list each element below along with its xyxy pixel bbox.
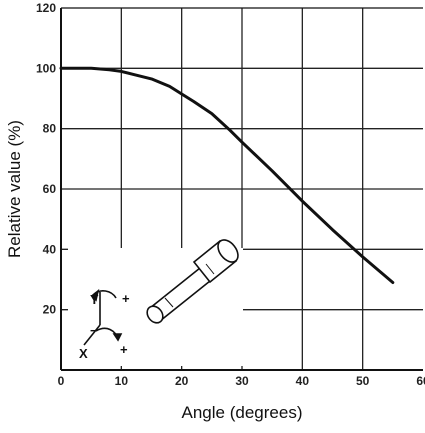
x-tick-label-20: 20 <box>175 374 189 388</box>
connector-icon <box>146 239 239 324</box>
inset-x-label: X <box>79 346 88 361</box>
x-tick-label-40: 40 <box>296 374 310 388</box>
y-tick-label-80: 80 <box>43 122 57 136</box>
series-line-0 <box>59 66 395 284</box>
y-tick-label-60: 60 <box>43 182 57 196</box>
inset-y-label: Y <box>90 292 99 307</box>
x-axis-label: Angle (degrees) <box>182 403 303 422</box>
orientation-inset: Y + − X + <box>68 239 243 366</box>
x-tick-label-0: 0 <box>58 374 65 388</box>
y-tick-label-40: 40 <box>43 242 57 256</box>
y-tick-label-120: 120 <box>36 1 56 15</box>
x-ticks: 0 10 20 30 40 50 60 <box>58 374 425 388</box>
x-tick-label-50: 50 <box>356 374 370 388</box>
y-axis-label: Relative value (%) <box>5 120 24 258</box>
inset-y-minus: − <box>90 323 98 338</box>
x-tick-label-30: 30 <box>235 374 249 388</box>
axes-sketch-icon <box>83 288 123 346</box>
inset-x-plus: + <box>120 342 128 357</box>
inset-y-plus: + <box>122 291 130 306</box>
series <box>59 66 395 284</box>
x-tick-label-60: 60 <box>416 374 425 388</box>
y-tick-label-100: 100 <box>36 61 56 75</box>
y-ticks: 20 40 60 80 100 120 <box>36 1 56 317</box>
y-tick-label-20: 20 <box>43 303 57 317</box>
x-tick-label-10: 10 <box>115 374 129 388</box>
